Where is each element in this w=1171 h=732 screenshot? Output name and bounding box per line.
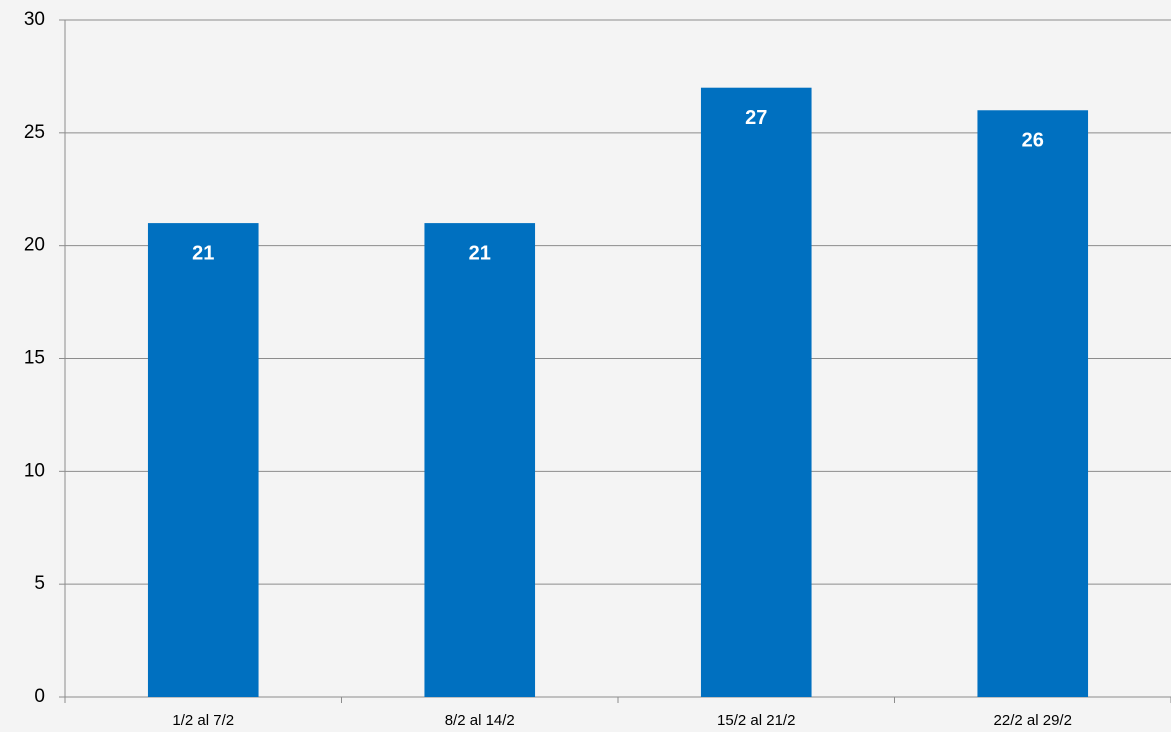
value-label: 27 — [745, 107, 767, 129]
bar — [147, 223, 259, 697]
bar — [424, 223, 536, 697]
y-tick-label: 15 — [24, 348, 45, 369]
y-tick-label: 5 — [34, 573, 45, 594]
x-tick-label: 22/2 al 29/2 — [994, 712, 1072, 729]
y-tick-label: 25 — [24, 122, 45, 143]
value-label: 21 — [192, 242, 214, 264]
y-tick-label: 20 — [24, 235, 45, 256]
y-tick-label: 0 — [34, 686, 45, 707]
y-tick-label: 30 — [24, 9, 45, 30]
bar — [700, 87, 812, 697]
x-tick-label: 1/2 al 7/2 — [172, 712, 234, 729]
value-label: 21 — [469, 242, 491, 264]
x-tick-label: 15/2 al 21/2 — [717, 712, 795, 729]
bar — [977, 110, 1089, 698]
y-tick-label: 10 — [24, 460, 45, 481]
x-tick-label: 8/2 al 14/2 — [445, 712, 515, 729]
value-label: 26 — [1022, 130, 1044, 152]
